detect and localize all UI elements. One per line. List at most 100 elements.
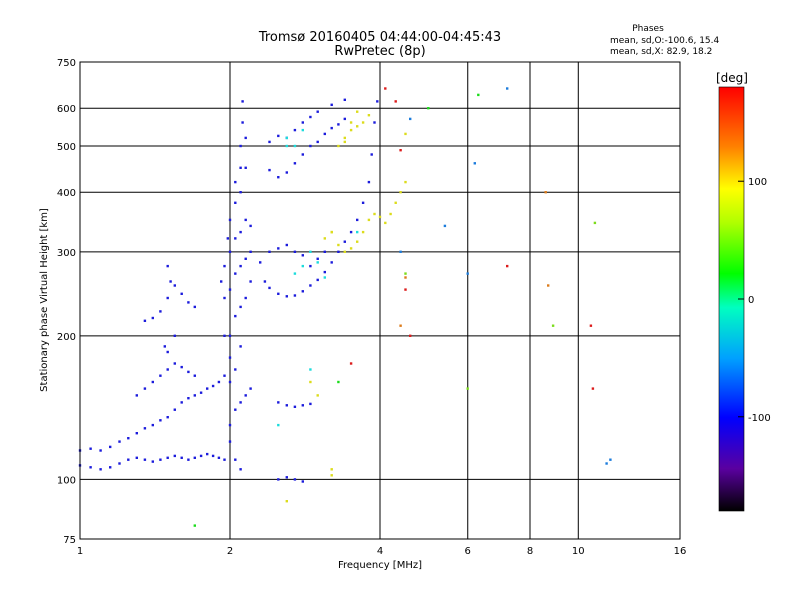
data-point (187, 301, 190, 304)
data-point (135, 394, 138, 397)
data-point (443, 224, 447, 228)
data-point (309, 380, 312, 384)
data-point (477, 93, 480, 97)
data-points (78, 87, 612, 527)
data-point (301, 264, 304, 268)
data-point (466, 387, 469, 390)
data-point (361, 201, 365, 204)
data-point (349, 247, 353, 250)
data-point (159, 419, 162, 422)
data-point (173, 408, 176, 411)
data-point (466, 272, 469, 275)
y-axis-ticks: 75 100 200 300 400 500 600 750 (57, 58, 76, 546)
data-point (551, 324, 555, 327)
data-point (277, 478, 280, 481)
data-point (187, 397, 190, 400)
data-point (239, 401, 242, 404)
data-point (349, 121, 353, 124)
data-point (309, 144, 312, 148)
data-point (244, 218, 247, 222)
data-point (228, 218, 232, 222)
data-point (239, 144, 242, 148)
data-point (180, 365, 183, 369)
x-tick-label: 2 (227, 546, 233, 557)
data-point (384, 221, 387, 225)
data-point (228, 356, 232, 359)
x-tick-label: 8 (527, 546, 533, 557)
data-point (409, 334, 412, 337)
data-point (169, 280, 172, 283)
data-point (301, 290, 304, 293)
data-point (301, 128, 304, 132)
data-point (166, 264, 169, 268)
data-point (226, 237, 229, 240)
data-point (220, 280, 223, 283)
data-point (367, 218, 371, 222)
data-point (249, 387, 252, 390)
data-point (323, 237, 326, 240)
data-point (223, 458, 226, 461)
data-point (473, 162, 476, 165)
data-point (404, 132, 407, 136)
data-point (249, 224, 252, 228)
data-point (316, 140, 319, 144)
data-point (277, 176, 280, 179)
data-point (268, 168, 271, 172)
data-point (223, 264, 226, 268)
data-point (506, 264, 509, 268)
data-point (223, 296, 226, 300)
data-point (343, 136, 346, 140)
y-tick-label: 750 (57, 58, 76, 69)
data-point (127, 458, 130, 461)
data-point (244, 136, 247, 140)
data-point (268, 140, 271, 144)
data-point (323, 132, 326, 136)
data-point (228, 380, 232, 384)
data-point (173, 454, 176, 458)
data-point (349, 230, 353, 234)
data-point (239, 468, 242, 471)
data-point (268, 286, 271, 290)
data-point (589, 324, 593, 327)
data-point (293, 128, 297, 132)
data-point (394, 201, 397, 204)
data-point (259, 261, 262, 264)
data-point (211, 384, 215, 388)
data-point (337, 243, 340, 247)
data-point (316, 261, 319, 264)
x-tick-label: 1 (77, 546, 83, 557)
data-point (239, 191, 242, 194)
data-point (605, 462, 608, 465)
data-point (301, 121, 304, 124)
x-tick-label: 4 (377, 546, 383, 557)
data-point (151, 316, 154, 320)
data-point (330, 468, 333, 471)
data-point (293, 272, 297, 275)
data-point (330, 126, 333, 130)
data-point (356, 230, 359, 234)
data-point (193, 305, 196, 309)
chart-subtitle: RwPretec (8p) (334, 44, 425, 59)
x-axis-label: Frequency [MHz] (338, 560, 422, 571)
data-point (367, 180, 371, 184)
data-point (373, 121, 376, 124)
data-point (211, 454, 215, 458)
data-point (356, 125, 359, 128)
data-point (180, 401, 183, 404)
data-point (228, 440, 232, 443)
colorbar-tick-label: 100 (748, 177, 767, 188)
data-point (89, 466, 92, 469)
data-point (187, 458, 190, 461)
data-point (263, 280, 267, 283)
grid-lines (80, 62, 680, 539)
colorbar-tick-label: 0 (748, 295, 754, 306)
colorbar-label: [deg] (716, 71, 748, 85)
data-point (180, 292, 183, 295)
data-point (285, 136, 288, 140)
data-point (544, 191, 547, 194)
phase-line-o: mean, sd,O:-100.6, 15.4 (610, 36, 720, 46)
data-point (234, 368, 237, 371)
data-point (118, 440, 121, 443)
data-point (234, 201, 237, 204)
data-point (173, 334, 176, 337)
